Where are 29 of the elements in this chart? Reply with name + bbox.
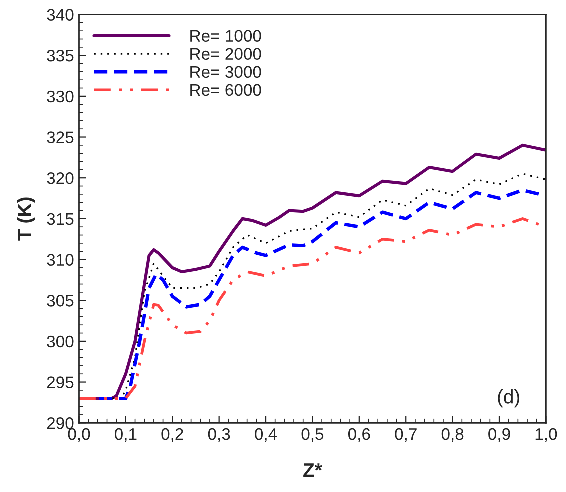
y-tick-label: 330 [47,90,74,103]
x-axis-title: Z* [304,464,322,478]
y-tick-label: 325 [47,132,74,144]
x-tick-label: 0,0 [68,428,90,442]
y-tick-label: 295 [47,376,74,388]
x-tick-label: 0,2 [162,428,184,442]
legend-label: Re= 2000 [190,48,262,60]
y-tick-label: 300 [47,336,74,348]
y-tick-label: 315 [47,213,74,226]
x-tick-label: 0,8 [442,428,464,442]
x-tick-label: 0,3 [208,428,230,442]
x-tick-label: 0,7 [395,428,417,442]
x-tick-label: 0,5 [302,428,324,442]
x-tick-label: 0,1 [115,428,137,442]
x-tick-label: 0,6 [348,428,370,442]
y-tick-label: 290 [47,418,74,430]
y-tick-label: 340 [47,9,74,21]
annotation: (d) [498,390,520,408]
y-tick-label: 320 [47,172,74,184]
y-tick-label: 305 [47,295,74,307]
legend-label: Re= 3000 [190,66,262,78]
y-tick-label: 310 [47,254,74,266]
y-axis-title: T (K) [17,198,36,241]
y-tick-label: 335 [47,50,74,62]
x-tick-label: 0,4 [255,428,278,442]
legend-label: Re= 6000 [190,84,262,96]
x-tick-label: 0,9 [488,428,510,442]
legend-label: Re= 1000 [190,30,262,42]
x-tick-label: 1,0 [536,428,558,442]
